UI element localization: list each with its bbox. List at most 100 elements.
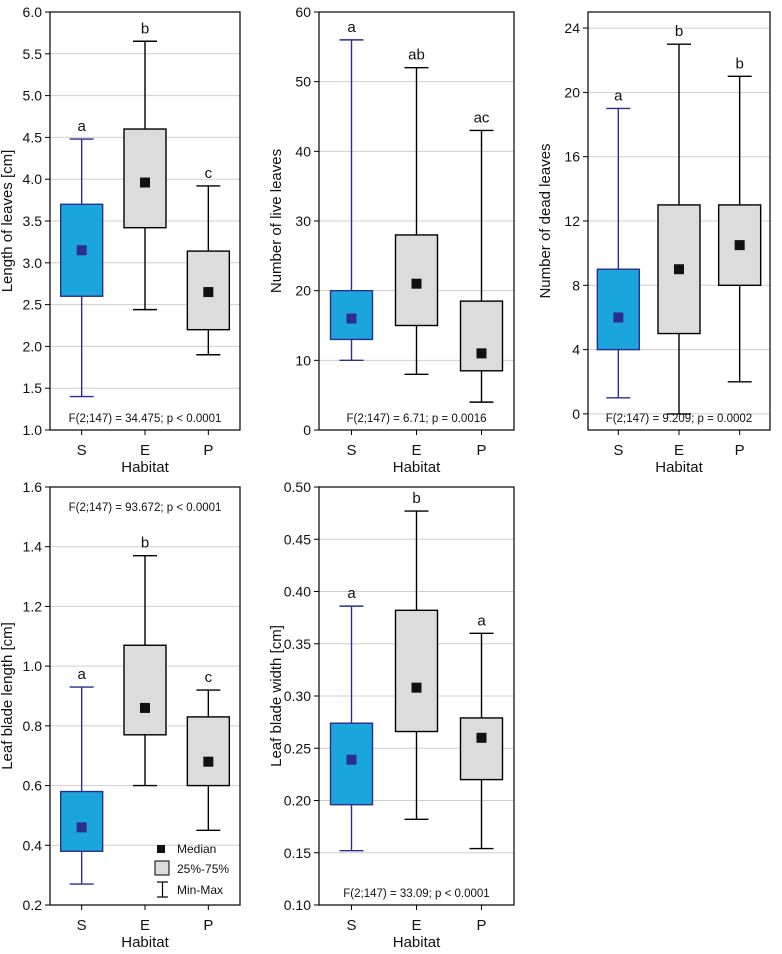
bladelen-ytick-label: 0.4 — [23, 837, 43, 853]
panel-leaf-blade-width: a b a 0.10 0.15 0.20 0.25 0.30 0.35 0.40 0.45 0.50 S… — [268, 479, 515, 951]
dead-xtick-label-S: S — [613, 442, 623, 459]
length-ytick-label: 4.5 — [23, 129, 43, 145]
live-y-axis-title: Number of live leaves — [268, 149, 285, 293]
legend-median-label: Median — [177, 842, 216, 856]
length-ytick-label: 5.5 — [23, 46, 43, 62]
length-median-marker-S — [76, 245, 87, 256]
bladewid-ytick-label: 0.15 — [284, 845, 311, 861]
length-ytick-label: 2.0 — [23, 338, 43, 354]
panel-length-of-leaves: a b c 1.0 1.5 2.0 2.5 3.0 3.5 4.0 4.5 5.0 5.5 6.0 S E P H… — [0, 4, 241, 476]
bladelen-group-letter-E: b — [141, 535, 149, 552]
dead-xtick-label-P: P — [735, 442, 745, 459]
length-y-axis-title: Length of leaves [cm] — [0, 150, 16, 293]
bladelen-box-S — [59, 790, 104, 852]
length-ytick-label: 4.0 — [23, 171, 43, 187]
bladelen-median-marker-P — [203, 756, 214, 767]
dead-median-marker-P — [734, 240, 745, 251]
length-ytick-label: 2.5 — [23, 297, 43, 313]
dead-median-marker-E — [674, 264, 684, 275]
dead-ytick-label: 16 — [564, 149, 580, 165]
bladewid-ytick-label: 0.35 — [284, 636, 311, 652]
bladelen-group-letter-P: c — [205, 669, 213, 686]
bladewid-x-axis-title: Habitat — [393, 934, 441, 951]
legend-median-marker — [157, 845, 165, 853]
bladewid-xtick-label-P: P — [476, 917, 486, 934]
live-stat-annotation: F(2;147) = 6.71; p = 0.0016 — [346, 413, 486, 425]
bladewid-group-letter-P: a — [477, 612, 486, 629]
legend-whisker-label: Min-Max — [177, 883, 223, 897]
bladewid-median-marker-S — [346, 754, 357, 765]
bladelen-group-letter-S: a — [77, 666, 86, 683]
live-ytick-label: 20 — [295, 283, 311, 299]
length-group-letter-P: c — [205, 165, 213, 182]
length-stat-annotation: F(2;147) = 34.475; p < 0.0001 — [69, 413, 222, 425]
bladewid-ytick-label: 0.40 — [284, 584, 311, 600]
legend-box-label: 25%-75% — [177, 862, 229, 876]
legend-whisker-symbol — [157, 881, 168, 898]
live-xtick-label-E: E — [411, 442, 421, 459]
dead-ytick-label: 12 — [564, 213, 580, 229]
live-median-marker-E — [411, 278, 422, 289]
dead-box-P — [717, 204, 762, 287]
length-median-marker-E — [140, 177, 150, 188]
dead-ytick-label: 20 — [564, 84, 580, 100]
panel-leaf-blade-length: a b c 0.2 0.4 0.6 0.8 1.0 1.2 1.4 1.6 S E P Habitat Lea… — [0, 479, 241, 951]
dead-xtick-label-E: E — [674, 442, 684, 459]
bladewid-ytick-label: 0.45 — [284, 531, 311, 547]
length-ytick-label: 1.0 — [23, 422, 43, 438]
bladelen-ytick-label: 0.8 — [23, 718, 43, 734]
length-median-marker-P — [203, 287, 214, 298]
length-xtick-label-S: S — [77, 442, 87, 459]
live-median-marker-S — [346, 313, 357, 324]
dead-median-marker-S — [613, 312, 624, 323]
bladelen-y-axis-title: Leaf blade length [cm] — [0, 622, 16, 770]
dead-stat-annotation: F(2;147) = 9.209; p = 0.0002 — [606, 413, 752, 425]
live-group-letter-P: ac — [474, 109, 490, 126]
bladelen-box-E — [123, 644, 167, 736]
bladewid-ytick-label: 0.25 — [284, 740, 311, 756]
length-ytick-label: 3.5 — [23, 213, 43, 229]
bladelen-ytick-label: 1.2 — [23, 598, 43, 614]
bladelen-xtick-label-E: E — [140, 917, 150, 934]
bladelen-x-axis-title: Habitat — [121, 934, 169, 951]
bladewid-median-marker-E — [411, 682, 422, 693]
dead-group-letter-E: b — [675, 23, 683, 40]
length-xtick-label-P: P — [203, 442, 213, 459]
bladewid-ytick-label: 0.20 — [284, 793, 311, 809]
bladewid-ytick-label: 0.30 — [284, 688, 311, 704]
bladelen-ytick-label: 1.0 — [23, 658, 43, 674]
dead-ytick-label: 4 — [572, 342, 580, 358]
live-ytick-label: 50 — [295, 74, 311, 90]
live-ytick-label: 0 — [303, 422, 311, 438]
dead-ytick-label: 24 — [564, 20, 580, 36]
length-ytick-label: 6.0 — [23, 4, 43, 20]
live-x-axis-title: Habitat — [393, 459, 441, 476]
bladelen-box-P — [186, 716, 231, 787]
legend-box-swatch — [154, 860, 170, 876]
bladewid-stat-annotation: F(2;147) = 33.09; p < 0.0001 — [343, 888, 489, 900]
dead-box-S — [596, 268, 641, 351]
bladewid-ytick-label: 0.10 — [284, 897, 311, 913]
bladelen-ytick-label: 0.2 — [23, 897, 43, 913]
dead-group-letter-P: b — [735, 55, 743, 72]
bladewid-y-axis-title: Leaf blade width [cm] — [268, 625, 285, 767]
bladewid-median-marker-P — [476, 732, 487, 743]
bladewid-group-letter-E: b — [412, 490, 420, 507]
bladelen-ytick-label: 1.6 — [23, 479, 43, 495]
bladelen-ytick-label: 0.6 — [23, 778, 43, 794]
live-ytick-label: 30 — [295, 213, 311, 229]
length-ytick-label: 3.0 — [23, 255, 43, 271]
length-ytick-label: 1.5 — [23, 380, 43, 396]
bladelen-xtick-label-S: S — [77, 917, 87, 934]
bladelen-median-marker-S — [76, 822, 87, 833]
live-ytick-label: 40 — [295, 143, 311, 159]
dead-y-axis-title: Number of dead leaves — [537, 143, 554, 298]
bladewid-xtick-label-S: S — [346, 917, 356, 934]
live-ytick-label: 10 — [295, 352, 311, 368]
panel-number-of-live-leaves: a ab ac 0 10 20 30 40 50 60 S E P Habitat Number of li… — [268, 4, 515, 476]
length-group-letter-E: b — [141, 20, 149, 37]
length-ytick-label: 5.0 — [23, 88, 43, 104]
bladewid-ytick-label: 0.50 — [284, 479, 311, 495]
length-x-axis-title: Habitat — [121, 459, 169, 476]
